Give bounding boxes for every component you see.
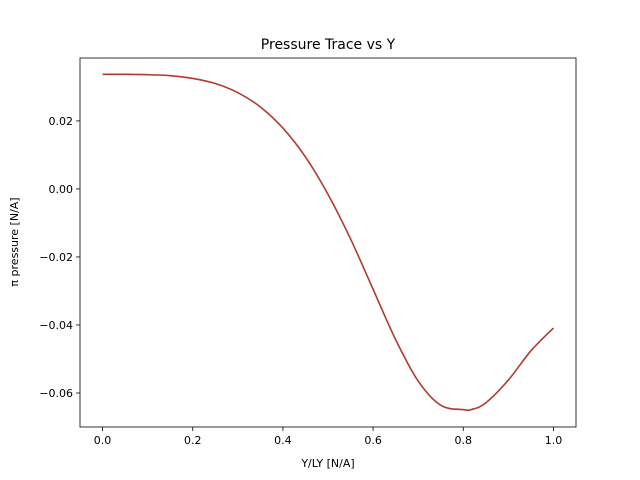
- x-tick-label: 0.2: [184, 434, 202, 447]
- x-tick-label: 0.0: [94, 434, 112, 447]
- plot-area: [102, 73, 555, 411]
- x-axis: 0.0 0.2 0.4 0.6 0.8 1.0: [94, 427, 562, 447]
- y-tick-label: −0.02: [39, 251, 73, 264]
- y-axis: 0.02 0.00 −0.02 −0.04 −0.06: [39, 115, 80, 400]
- y-tick-label: 0.00: [49, 183, 74, 196]
- y-tick-label: −0.04: [39, 319, 73, 332]
- x-tick-label: 0.8: [455, 434, 473, 447]
- series-line: [102, 73, 555, 411]
- x-tick-label: 0.4: [274, 434, 292, 447]
- x-tick-label: 0.6: [364, 434, 382, 447]
- y-axis-label: π pressure [N/A]: [8, 197, 21, 286]
- y-tick-label: −0.06: [39, 387, 73, 400]
- x-axis-label: Y/LY [N/A]: [300, 457, 354, 470]
- y-tick-label: 0.02: [49, 115, 74, 128]
- chart-title: Pressure Trace vs Y: [261, 37, 396, 53]
- x-tick-label: 1.0: [545, 434, 563, 447]
- plot-frame: [79, 57, 577, 428]
